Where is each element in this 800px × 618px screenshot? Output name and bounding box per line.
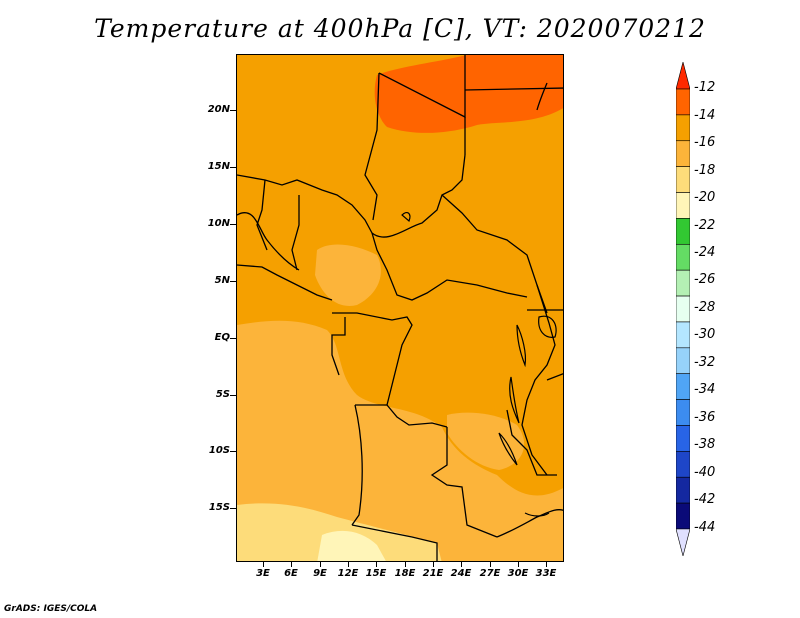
colorbar-label-14: -40	[694, 465, 716, 480]
colorbar-label-10: -32	[694, 355, 716, 370]
colorbar-top-arrow	[676, 62, 690, 90]
colorbar-segment	[676, 399, 690, 426]
colorbar-segment	[676, 347, 690, 375]
colorbar-label-4: -20	[694, 190, 716, 205]
colorbar	[676, 62, 690, 556]
colorbar-bottom-arrow	[676, 528, 690, 556]
lat-label-10n: 10N	[207, 218, 230, 229]
lat-label-eq: EQ	[214, 332, 230, 343]
colorbar-segment	[676, 243, 690, 271]
lat-label-10s: 10S	[208, 445, 230, 456]
colorbar-label-0: -12	[694, 80, 716, 95]
lon-label-30e: 30E	[507, 568, 529, 579]
field-minus-14-to-12-north	[374, 55, 563, 133]
colorbar-segment	[676, 218, 690, 245]
lon-label-12e: 12E	[337, 568, 359, 579]
temperature-map	[237, 55, 563, 561]
colorbar-segment	[676, 373, 690, 400]
colorbar-label-5: -22	[694, 218, 716, 233]
colorbar-segment	[676, 192, 690, 219]
lat-label-15s: 15S	[208, 502, 230, 513]
colorbar-segment	[676, 295, 690, 323]
colorbar-label-13: -38	[694, 437, 716, 452]
colorbar-segment	[676, 476, 690, 504]
colorbar-label-3: -18	[694, 163, 716, 178]
country-borders	[237, 55, 563, 561]
colorbar-segment	[676, 166, 690, 193]
field-minus-18-to-16-center	[315, 244, 381, 306]
colorbar-label-16: -44	[694, 520, 716, 535]
field-minus-22-to-20	[317, 530, 386, 561]
lat-label-5s: 5S	[215, 389, 230, 400]
lon-label-6e: 6E	[284, 568, 298, 579]
lon-label-15e: 15E	[365, 568, 387, 579]
colorbar-segment	[676, 114, 690, 142]
grads-credit: GrADS: IGES/COLA	[4, 604, 98, 614]
lon-label-27e: 27E	[479, 568, 501, 579]
field-minus-18-to-16-west	[237, 320, 563, 561]
colorbar-segment	[676, 269, 690, 297]
lat-label-5n: 5N	[214, 275, 230, 286]
colorbar-label-7: -26	[694, 272, 716, 287]
lat-label-20n: 20N	[207, 104, 230, 115]
colorbar-label-6: -24	[694, 245, 716, 260]
colorbar-segment	[676, 140, 690, 167]
colorbar-label-15: -42	[694, 492, 716, 507]
lon-label-3e: 3E	[256, 568, 270, 579]
lon-label-33e: 33E	[535, 568, 557, 579]
colorbar-segment	[676, 321, 690, 349]
colorbar-label-9: -30	[694, 327, 716, 342]
lat-label-15n: 15N	[207, 161, 230, 172]
lakes	[401, 211, 557, 517]
lon-label-9e: 9E	[313, 568, 327, 579]
colorbar-label-12: -36	[694, 410, 716, 425]
colorbar-label-8: -28	[694, 300, 716, 315]
lon-label-18e: 18E	[394, 568, 416, 579]
lon-label-24e: 24E	[450, 568, 472, 579]
colorbar-segments	[676, 88, 690, 530]
colorbar-segment	[676, 502, 690, 530]
map-title: Temperature at 400hPa [C], VT: 202007021…	[94, 14, 706, 43]
colorbar-segment	[676, 451, 690, 478]
colorbar-label-11: -34	[694, 382, 716, 397]
map-panel	[236, 54, 564, 562]
field-minus-18-to-16-east	[447, 412, 525, 470]
colorbar-label-2: -16	[694, 135, 716, 150]
colorbar-segment	[676, 88, 690, 116]
colorbar-segment	[676, 425, 690, 452]
colorbar-label-1: -14	[694, 108, 716, 123]
lon-label-21e: 21E	[422, 568, 444, 579]
